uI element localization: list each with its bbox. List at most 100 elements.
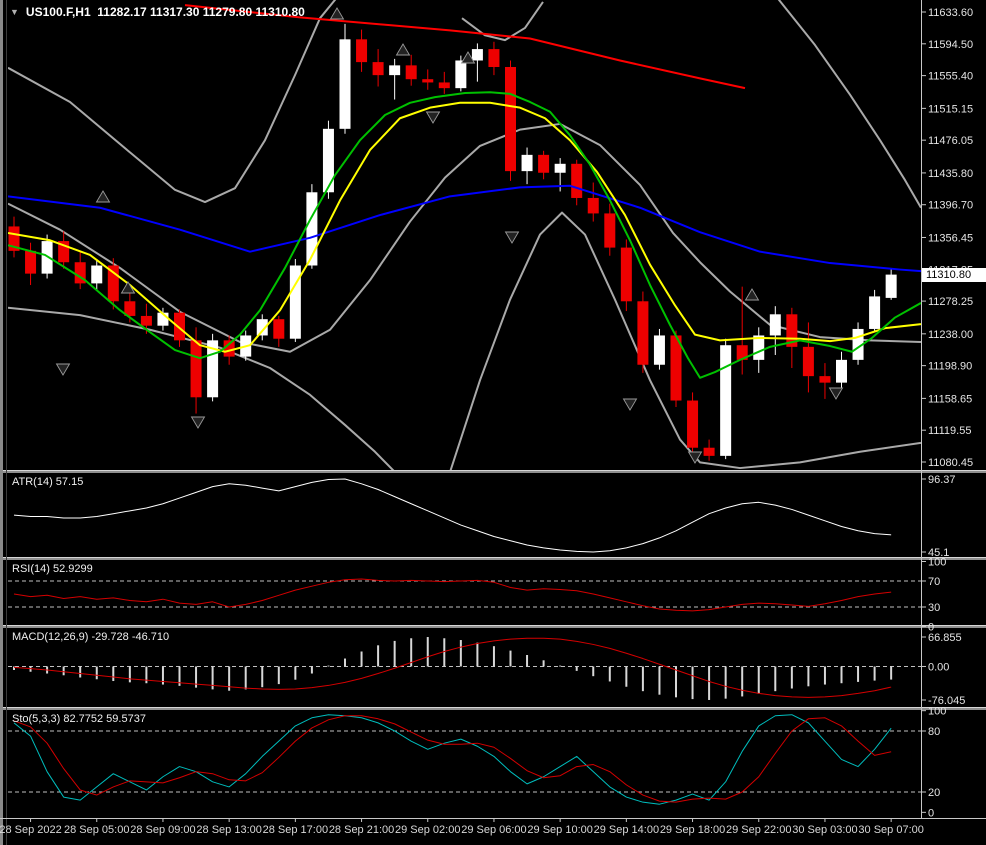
sto-axis-label: 0 xyxy=(928,807,934,819)
bollinger-upper xyxy=(461,1,544,42)
candle-body xyxy=(703,447,715,456)
candle-body xyxy=(174,312,185,341)
candle-body xyxy=(124,301,136,316)
macd-signal xyxy=(13,637,892,698)
candle-body xyxy=(852,328,864,360)
time-axis-label: 29 Sep 06:00 xyxy=(461,824,526,836)
time-axis-label: 29 Sep 10:00 xyxy=(527,824,592,836)
candle-body xyxy=(140,315,152,326)
candle-body xyxy=(885,274,897,298)
candle-body xyxy=(604,213,616,248)
fractal-up-arrow-icon xyxy=(120,281,136,294)
macd-axis-label: 0.00 xyxy=(928,661,949,673)
price-axis-label: 11594.50 xyxy=(928,39,973,51)
time-axis-label: 28 Sep 09:00 xyxy=(130,824,195,836)
ma-blue xyxy=(8,184,921,273)
atr-axis-label: 96.37 xyxy=(928,474,956,486)
candle-body xyxy=(488,49,500,67)
candles-layer xyxy=(8,23,897,461)
macd-panel-layer xyxy=(8,637,921,700)
bollinger-lower xyxy=(449,211,921,470)
stochastic-d xyxy=(13,715,892,803)
time-axis-label: 28 Sep 13:00 xyxy=(196,824,261,836)
atr-axis-label: 45.1 xyxy=(928,547,949,559)
time-axis-label: 29 Sep 02:00 xyxy=(395,824,460,836)
price-axis-label: 11119.55 xyxy=(928,425,971,437)
rsi-line xyxy=(13,578,892,612)
candle-body xyxy=(356,39,368,63)
stochastic-k xyxy=(13,714,892,805)
candle-body xyxy=(786,314,798,347)
candle-body xyxy=(455,60,467,89)
fractal-arrows-layer xyxy=(55,7,844,464)
candle-body xyxy=(58,241,70,263)
candle-body xyxy=(438,82,450,89)
time-axis-label: 28 Sep 05:00 xyxy=(64,824,129,836)
candle-body xyxy=(819,376,831,383)
rsi-axis-label: 0 xyxy=(928,622,934,634)
sto-axis-label: 20 xyxy=(928,787,940,799)
rsi-axis-label: 30 xyxy=(928,602,940,614)
price-axis-label: 11555.40 xyxy=(928,71,973,83)
panel-separator xyxy=(0,707,986,710)
candle-body xyxy=(322,128,334,193)
candle-body xyxy=(8,226,20,251)
bollinger-upper xyxy=(8,0,337,204)
time-axis-label: 29 Sep 18:00 xyxy=(660,824,725,836)
fractal-down-arrow-icon xyxy=(687,451,703,464)
candle-body xyxy=(769,314,781,336)
candle-body xyxy=(571,163,583,198)
macd-axis-label: -76.045 xyxy=(928,695,965,707)
rsi-panel-layer xyxy=(8,578,921,612)
price-axis-label: 11278.25 xyxy=(928,296,973,308)
candle-body xyxy=(405,65,417,80)
candle-body xyxy=(720,345,732,456)
bollinger-middle xyxy=(8,122,921,353)
price-axis-label: 11515.15 xyxy=(928,103,973,115)
fractal-down-arrow-icon xyxy=(828,387,844,400)
candle-body xyxy=(157,312,169,326)
panel-separator xyxy=(0,470,986,473)
time-axis-label: 29 Sep 14:00 xyxy=(594,824,659,836)
candle-body xyxy=(802,346,814,377)
time-axis-label: 30 Sep 03:00 xyxy=(792,824,857,836)
candle-body xyxy=(223,340,235,357)
current-price-tag: 11310.80 xyxy=(922,267,986,282)
time-axis-label: 28 Sep 2022 xyxy=(0,824,62,836)
candle-body xyxy=(91,265,103,284)
candle-body xyxy=(389,65,401,76)
candle-body xyxy=(339,39,351,129)
candle-body xyxy=(753,335,765,360)
fractal-down-arrow-icon xyxy=(55,363,71,376)
fractal-down-arrow-icon xyxy=(425,111,441,124)
window-left-edge xyxy=(0,0,3,845)
time-axis-label: 28 Sep 21:00 xyxy=(329,824,394,836)
candle-body xyxy=(736,345,748,360)
candle-body xyxy=(653,335,665,365)
price-axis-label: 11435.80 xyxy=(928,168,973,180)
ma-red-slow xyxy=(184,4,746,90)
macd-axis-label: 66.855 xyxy=(928,632,962,644)
bollinger-lower xyxy=(8,306,395,470)
candle-body xyxy=(256,319,268,336)
fractal-up-arrow-icon xyxy=(744,288,760,301)
price-axis-label: 11633.60 xyxy=(928,7,973,19)
fractal-down-arrow-icon xyxy=(622,398,638,411)
candle-body xyxy=(273,319,285,339)
sto-axis-label: 100 xyxy=(928,706,946,718)
fractal-down-arrow-icon xyxy=(504,231,520,244)
candle-body xyxy=(637,301,649,365)
price-axis-label: 11158.65 xyxy=(928,393,972,405)
candle-body xyxy=(289,265,301,339)
bollinger-upper xyxy=(777,0,921,209)
fractal-down-arrow-icon xyxy=(190,416,206,429)
candle-body xyxy=(836,359,847,383)
candle-body xyxy=(422,79,434,83)
panel-separator xyxy=(0,557,986,560)
ma-yellow xyxy=(8,101,921,353)
time-axis-label: 29 Sep 22:00 xyxy=(726,824,791,836)
candle-body xyxy=(107,265,119,302)
